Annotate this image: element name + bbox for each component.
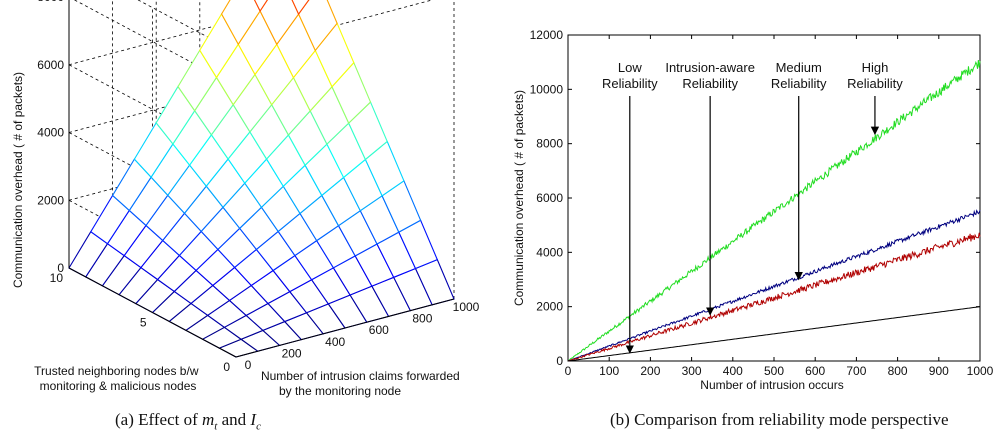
caption-b-prefix: (b) xyxy=(610,410,630,429)
annotation-label-line: High xyxy=(862,60,889,75)
line-chart: 0 100 200 300 400 500 600 700 800 900 100002000400… xyxy=(512,28,994,392)
series-line-3 xyxy=(567,306,981,362)
surface-x-axis-label-line1: Number of intrusion claims forwarded xyxy=(261,369,460,383)
annotation-label: Medium Reliability xyxy=(771,60,827,91)
surface-y-axis-label-line1: Trusted neighboring nodes b/w xyxy=(34,364,199,378)
y-tick-label: 6000 xyxy=(536,191,563,205)
surface-y-axis-label: Trusted neighboring nodes b/w monitoring… xyxy=(34,364,202,393)
caption-a-var1-sub: t xyxy=(214,420,218,433)
surface-tick-labels: 0 2000 4000 6000 8000 0 200 400 600 800 1000 0 5 10 xyxy=(37,0,479,374)
x-tick-label: 900 xyxy=(929,364,949,378)
annotation-label-line: Intrusion-aware xyxy=(665,60,755,75)
x-tick-label: 1000 xyxy=(453,300,480,314)
annotation-label-line: Medium xyxy=(776,60,822,75)
x-tick-label: 700 xyxy=(846,364,866,378)
surface-cell xyxy=(253,0,268,13)
y-tick-label: 8000 xyxy=(536,137,563,151)
annotation-label-line: Low xyxy=(618,60,642,75)
x-tick-label: 0 xyxy=(565,364,572,378)
series-line-2 xyxy=(567,232,981,362)
series-line-0 xyxy=(567,59,981,362)
surface-axes xyxy=(68,0,455,358)
caption-a-var1: m xyxy=(202,410,215,429)
caption-a: (a) Effect of mt and Ic xyxy=(115,410,261,432)
x-tick-label: 400 xyxy=(325,335,345,349)
caption-a-var2: I xyxy=(250,410,257,429)
x-tick-label: 500 xyxy=(764,364,784,378)
y-tick-label: 10000 xyxy=(530,82,564,96)
surface-chart: 0 2000 4000 6000 8000 0 200 400 600 800 1000 0 5 10 C… xyxy=(11,0,480,398)
surface-z-axis-label: Communication overhead ( # of packets) xyxy=(11,72,25,288)
caption-b-text: Comparison from reliability mode perspec… xyxy=(634,410,949,429)
x-tick-label: 0 xyxy=(245,358,252,372)
z-tick-label: 4000 xyxy=(37,126,64,140)
surface-cell xyxy=(291,0,310,16)
y-tick-label: 5 xyxy=(140,316,147,330)
surface-mesh xyxy=(68,0,455,358)
surface-y-axis-label-line2: monitoring & malicious nodes xyxy=(40,379,197,393)
line-chart-series xyxy=(567,59,981,362)
x-tick-label: 600 xyxy=(369,323,389,337)
z-tick-label: 6000 xyxy=(37,58,64,72)
annotation-label-line: Reliability xyxy=(682,76,738,91)
line-chart-ticks: 0 100 200 300 400 500 600 700 800 900 100002000400… xyxy=(530,28,994,378)
series-line-1 xyxy=(567,209,981,362)
line-chart-y-axis-label: Communication overhead ( # of packets) xyxy=(512,90,526,306)
plot-area xyxy=(567,34,981,362)
x-tick-label: 300 xyxy=(682,364,702,378)
x-tick-label: 800 xyxy=(888,364,908,378)
x-tick-label: 200 xyxy=(282,346,302,360)
z-tick-label: 0 xyxy=(57,261,64,275)
annotation-label-line: Reliability xyxy=(771,76,827,91)
line-chart-x-axis-label: Number of intrusion occurs xyxy=(700,378,843,392)
y-tick-label: 10 xyxy=(50,271,64,285)
y-tick-label: 0 xyxy=(556,354,563,368)
caption-a-var2-sub: c xyxy=(256,420,261,433)
caption-a-and: and xyxy=(221,410,247,429)
y-tick-label: 2000 xyxy=(536,300,563,314)
y-tick-label: 4000 xyxy=(536,245,563,259)
annotation-label-line: Reliability xyxy=(847,76,903,91)
x-tick-label: 1000 xyxy=(967,364,994,378)
caption-a-prefix: (a) xyxy=(115,410,134,429)
caption-a-text: Effect of xyxy=(138,410,198,429)
annotation-label-line: Reliability xyxy=(602,76,658,91)
z-tick-label: 8000 xyxy=(37,0,64,4)
caption-b: (b) Comparison from reliability mode per… xyxy=(610,410,949,430)
x-tick-label: 200 xyxy=(640,364,660,378)
z-tick-label: 2000 xyxy=(37,193,64,207)
x-axis-line xyxy=(235,298,455,358)
y-axis-line xyxy=(68,267,237,358)
y-tick-label: 12000 xyxy=(530,28,564,42)
surface-x-axis-label: Number of intrusion claims forwarded by … xyxy=(261,369,463,398)
x-tick-label: 600 xyxy=(805,364,825,378)
x-tick-label: 100 xyxy=(599,364,619,378)
annotation-label: Intrusion-aware Reliability xyxy=(665,60,755,91)
x-tick-label: 800 xyxy=(412,312,432,326)
y-tick-label: 0 xyxy=(223,360,230,374)
annotation-label: Low Reliability xyxy=(602,60,658,91)
x-tick-label: 400 xyxy=(723,364,743,378)
surface-cell xyxy=(259,0,300,46)
surface-cell xyxy=(297,0,338,52)
annotation-label: High Reliability xyxy=(847,60,903,91)
surface-x-axis-label-line2: by the monitoring node xyxy=(279,384,401,398)
surface-cell xyxy=(220,0,261,46)
